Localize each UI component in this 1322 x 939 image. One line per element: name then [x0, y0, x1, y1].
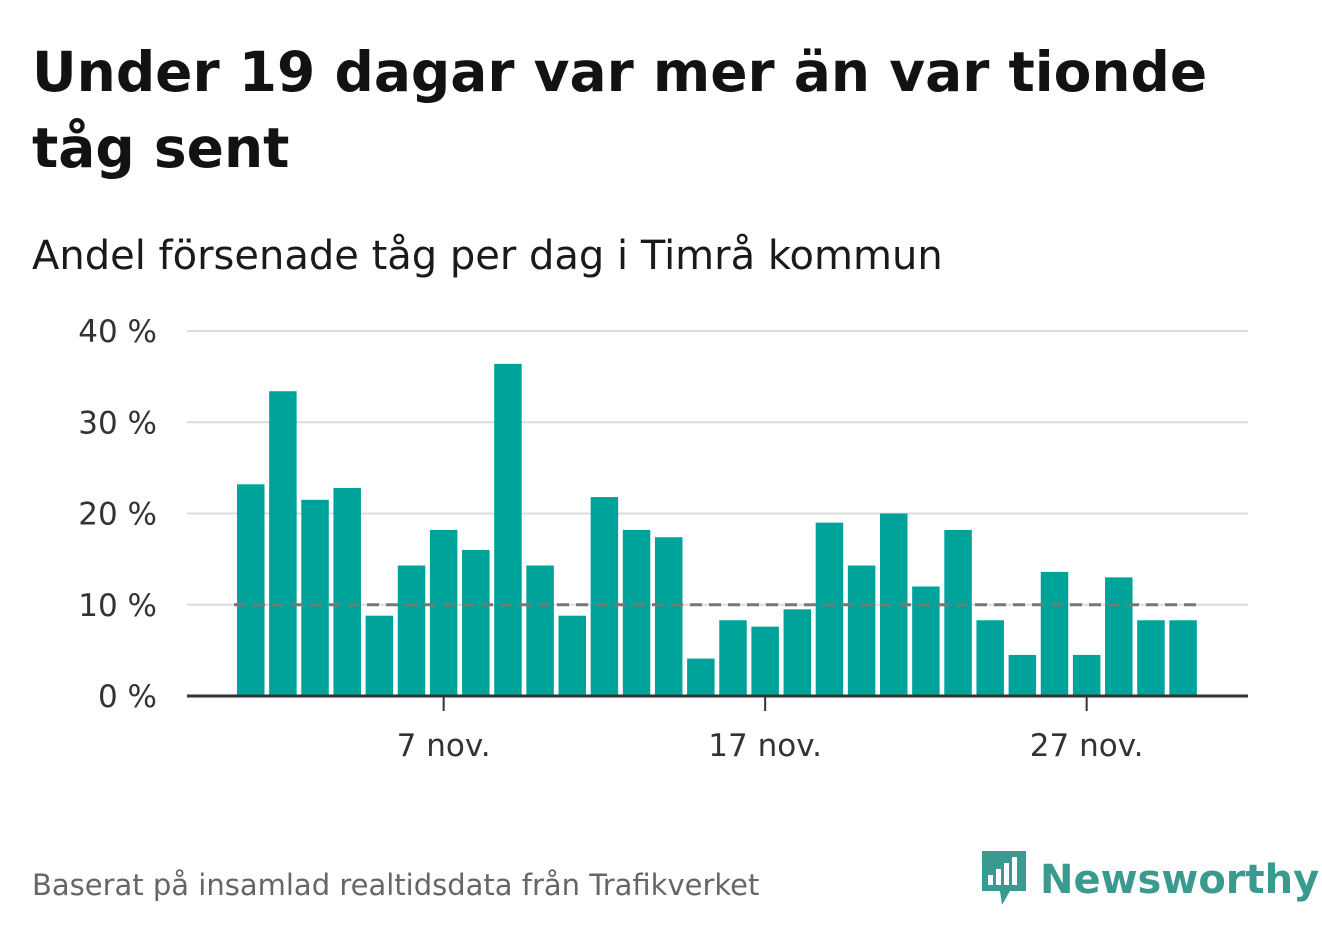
bar [815, 522, 844, 696]
bar [687, 658, 715, 696]
bar [333, 487, 361, 696]
source-note: Baserat på insamlad realtidsdata från Tr… [32, 868, 760, 902]
x-tick-label: 7 nov. [397, 728, 491, 764]
x-axis-labels: 7 nov. 17 nov. 27 nov. [397, 696, 1144, 764]
bar [462, 550, 490, 696]
x-tick-label: 17 nov. [708, 728, 822, 764]
chart-subtitle: Andel försenade tåg per dag i Timrå komm… [32, 233, 943, 279]
bar [976, 620, 1004, 696]
y-tick-label: 20 % [78, 497, 157, 533]
bar [429, 529, 458, 696]
bar [558, 615, 586, 696]
bar [783, 609, 812, 696]
bar [237, 484, 265, 696]
bars [237, 363, 1197, 696]
bar [1137, 620, 1165, 696]
x-tick-label: 27 nov. [1030, 728, 1144, 764]
y-tick-label: 10 % [78, 588, 157, 624]
bar [590, 497, 619, 696]
bar [719, 620, 747, 696]
bar [1040, 571, 1069, 696]
bar [847, 565, 876, 696]
brand-name: Newsworthy [1040, 857, 1320, 903]
bar [944, 529, 972, 696]
bar [654, 537, 683, 696]
bar [526, 565, 554, 696]
bar [397, 565, 426, 696]
y-tick-label: 40 % [78, 314, 157, 350]
bar [1008, 654, 1037, 696]
bar [751, 626, 779, 696]
brand-logo: Newsworthy [980, 848, 1319, 912]
newsworthy-logo-icon [980, 847, 1030, 913]
bar [494, 363, 522, 696]
bar [1105, 577, 1133, 696]
bar [622, 529, 651, 696]
bar [365, 615, 394, 696]
bar [912, 586, 940, 696]
bar [301, 499, 329, 696]
bar [1072, 654, 1101, 696]
bar-chart: 0 % 10 % 20 % 30 % 40 % 7 nov. 17 nov. 27 nov. [78, 314, 1248, 764]
y-tick-label: 30 % [78, 405, 157, 441]
bar [1169, 620, 1197, 696]
y-axis-labels: 0 % 10 % 20 % 30 % 40 % [78, 314, 157, 715]
y-tick-label: 0 % [98, 679, 157, 715]
bar [269, 391, 297, 696]
chart-title: Under 19 dagar var mer än var tionde tåg… [32, 40, 1208, 180]
